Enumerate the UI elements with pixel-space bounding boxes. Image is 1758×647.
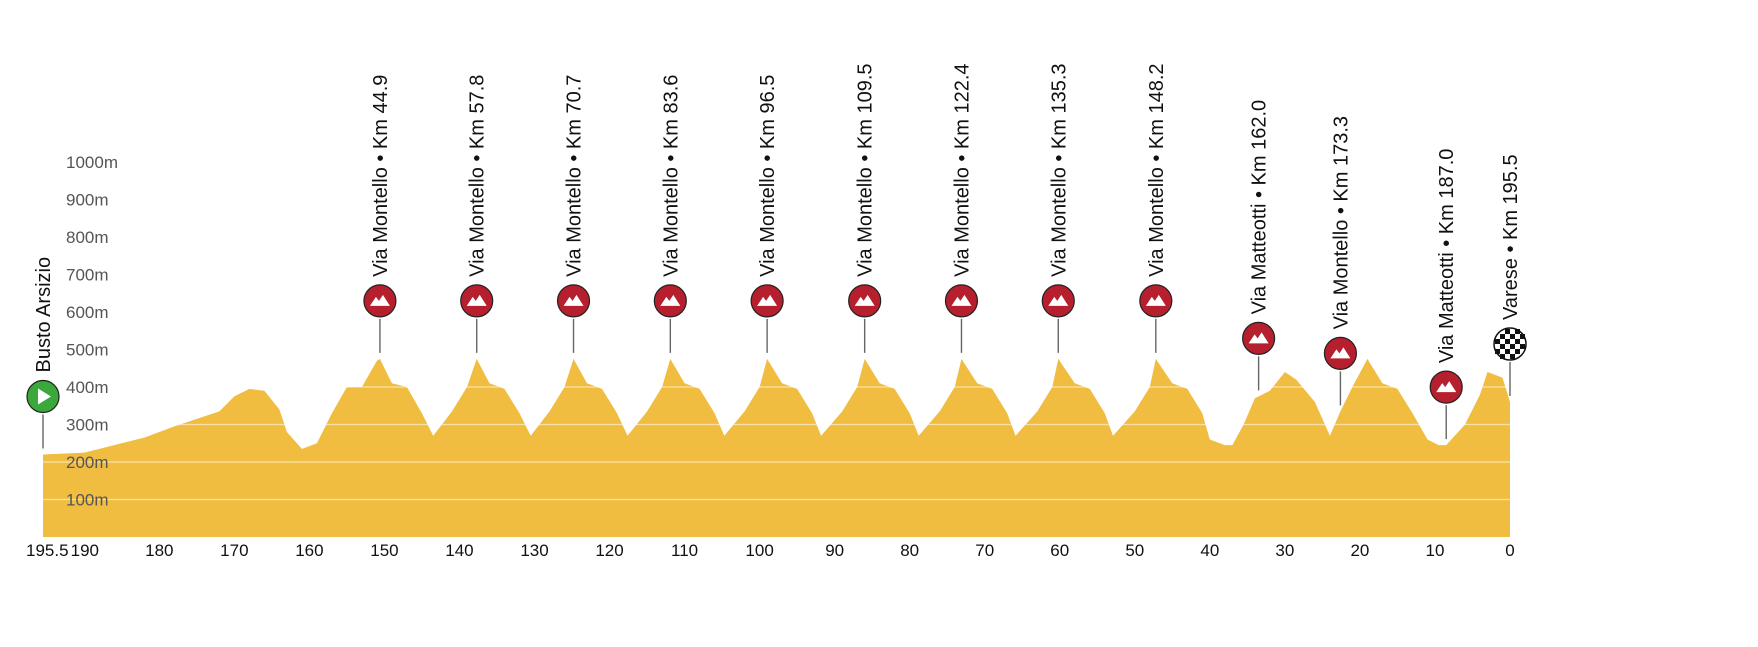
x-tick-label: 0 <box>1505 541 1514 560</box>
mountain-icon <box>556 284 591 318</box>
x-tick-label: 120 <box>595 541 623 560</box>
x-tick-label: 90 <box>825 541 844 560</box>
y-tick-label: 700m <box>66 266 109 285</box>
waypoint-label: Via Montello • Km 70.7 <box>564 75 586 277</box>
waypoint-label: Via Matteotti • Km 162.0 <box>1249 100 1271 315</box>
waypoint-climb: Via Montello • Km 109.5 <box>848 63 882 353</box>
y-tick-label: 900m <box>66 191 109 210</box>
y-axis-ticks: 100m 200m 300m 400m 500m 600m 700m 800m 900m 1000… <box>66 153 118 510</box>
mountain-icon <box>363 284 397 318</box>
y-tick-label: 800m <box>66 228 109 247</box>
waypoint-label: Via Montello • Km 148.2 <box>1146 63 1168 276</box>
x-tick-label: 190 <box>71 541 99 560</box>
x-tick-label: 140 <box>445 541 473 560</box>
waypoint-climb: Via Montello • Km 70.7 <box>556 75 591 353</box>
mountain-icon <box>1139 284 1173 318</box>
waypoint-label: Via Montello • Km 96.5 <box>757 75 779 277</box>
mountain-icon <box>1041 284 1075 318</box>
waypoint-climb: Via Montello • Km 173.3 <box>1323 116 1358 406</box>
x-tick-label: 100 <box>745 541 773 560</box>
x-tick-label: 170 <box>220 541 248 560</box>
x-tick-label: 110 <box>671 541 698 560</box>
waypoint-label: Via Montello • Km 109.5 <box>855 63 877 276</box>
finish-flag-icon <box>1493 327 1527 361</box>
mountain-icon <box>848 284 882 318</box>
waypoint-label: Varese • Km 195.5 <box>1500 154 1522 320</box>
x-tick-label: 195.5 <box>26 541 69 560</box>
mountain-icon <box>944 284 979 318</box>
waypoint-start: Busto Arsizio <box>26 257 60 449</box>
mountain-icon <box>1429 370 1463 404</box>
waypoint-climb: Via Montello • Km 122.4 <box>944 63 979 353</box>
waypoint-label: Via Montello • Km 173.3 <box>1330 116 1352 329</box>
mountain-icon <box>1323 336 1358 370</box>
y-tick-label: 600m <box>66 303 109 322</box>
x-tick-label: 130 <box>520 541 548 560</box>
waypoint-climb: Via Montello • Km 148.2 <box>1139 63 1173 353</box>
y-tick-label: 500m <box>66 341 109 360</box>
y-tick-label: 100m <box>66 491 109 510</box>
waypoint-label: Via Montello • Km 135.3 <box>1048 63 1070 276</box>
y-tick-label: 400m <box>66 378 109 397</box>
mountain-icon <box>460 284 494 318</box>
x-tick-label: 50 <box>1125 541 1144 560</box>
waypoint-finish: Varese • Km 195.5 <box>1493 154 1527 396</box>
waypoint-climb: Via Montello • Km 83.6 <box>653 75 687 353</box>
waypoint-label: Via Montello • Km 122.4 <box>951 63 973 276</box>
waypoint-label: Busto Arsizio <box>33 257 55 373</box>
elevation-profile-area <box>43 358 1510 537</box>
waypoint-markers: Busto Arsizio Via Montello • Km 44.9 Via M… <box>26 63 1527 449</box>
x-tick-label: 60 <box>1050 541 1069 560</box>
y-tick-label: 300m <box>66 416 109 435</box>
x-tick-label: 10 <box>1426 541 1445 560</box>
x-axis-ticks: 195.5 190 180 170 160 150 140 130 120 110 100 90 80 7… <box>26 541 1515 560</box>
mountain-icon <box>1242 321 1276 355</box>
x-tick-label: 180 <box>145 541 173 560</box>
waypoint-climb: Via Montello • Km 96.5 <box>750 75 784 353</box>
waypoint-climb: Via Matteotti • Km 162.0 <box>1242 100 1276 391</box>
mountain-icon <box>653 284 687 318</box>
mountain-icon <box>750 284 784 318</box>
x-tick-label: 20 <box>1350 541 1369 560</box>
waypoint-label: Via Montello • Km 83.6 <box>660 75 682 277</box>
x-tick-label: 80 <box>900 541 919 560</box>
start-flag-icon <box>26 379 60 414</box>
y-tick-label: 1000m <box>66 153 118 172</box>
waypoint-climb: Via Montello • Km 135.3 <box>1041 63 1075 353</box>
waypoint-label: Via Montello • Km 57.8 <box>467 75 489 277</box>
x-tick-label: 30 <box>1275 541 1294 560</box>
waypoint-label: Via Montello • Km 44.9 <box>370 75 392 277</box>
y-tick-label: 200m <box>66 453 109 472</box>
waypoint-climb: Via Montello • Km 44.9 <box>363 75 397 353</box>
x-tick-label: 150 <box>370 541 398 560</box>
x-tick-label: 40 <box>1200 541 1219 560</box>
x-tick-label: 70 <box>975 541 994 560</box>
waypoint-climb: Via Montello • Km 57.8 <box>460 75 494 353</box>
x-tick-label: 160 <box>295 541 323 560</box>
waypoint-climb: Via Matteotti • Km 187.0 <box>1429 149 1463 440</box>
waypoint-label: Via Matteotti • Km 187.0 <box>1436 149 1458 364</box>
